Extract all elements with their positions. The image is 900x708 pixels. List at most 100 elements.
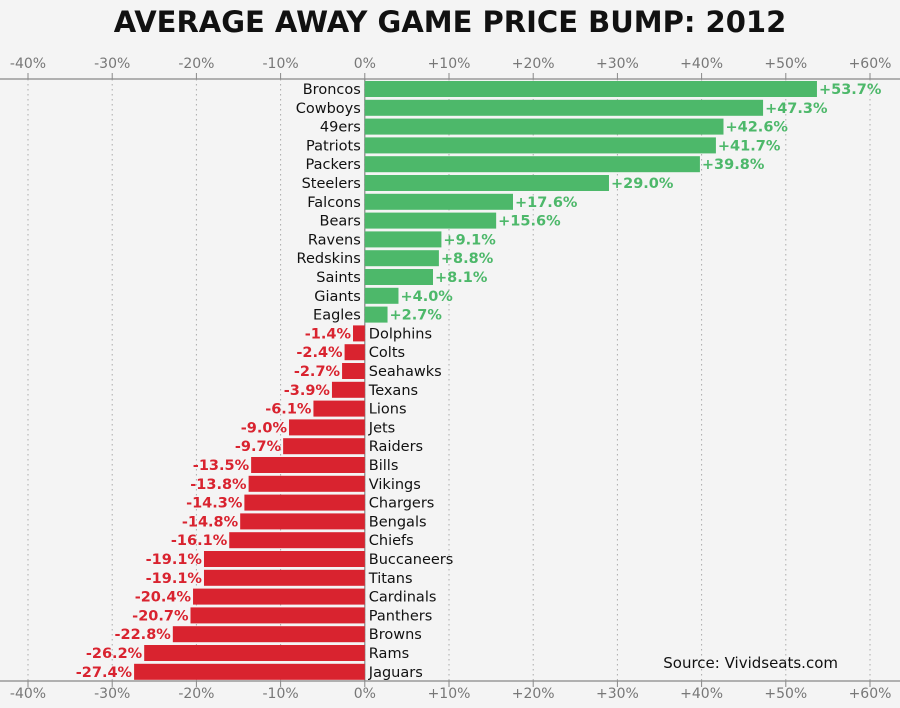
category-label: Redskins <box>297 251 361 267</box>
tick-label-top: -40% <box>10 56 46 72</box>
bar-redskins <box>364 250 439 267</box>
bar-buccaneers <box>203 551 365 567</box>
tick-label-top: +20% <box>512 56 555 72</box>
category-label: Chiefs <box>369 533 414 549</box>
bar-falcons <box>364 193 513 210</box>
bar-cowboys <box>364 99 764 116</box>
data-label: -6.1% <box>265 402 312 418</box>
data-label: +2.7% <box>390 308 443 324</box>
data-label: +41.7% <box>718 138 781 154</box>
data-label: -13.5% <box>193 458 250 474</box>
category-label: Ravens <box>308 232 361 248</box>
category-label: Patriots <box>306 138 361 154</box>
category-label: Texans <box>368 383 418 399</box>
category-label: Jets <box>368 420 395 436</box>
data-label: +4.0% <box>400 289 453 305</box>
bar-seahawks <box>342 363 365 379</box>
data-label: -16.1% <box>171 533 228 549</box>
category-label: Giants <box>314 289 361 305</box>
data-label: -9.7% <box>235 439 282 455</box>
data-label: +9.1% <box>443 232 496 248</box>
category-label: Rams <box>369 646 409 662</box>
category-label: Cowboys <box>296 101 361 117</box>
bar-chargers <box>244 494 365 511</box>
data-label: -26.2% <box>86 646 143 662</box>
data-label: -20.7% <box>132 608 189 624</box>
category-label: Chargers <box>369 496 435 512</box>
bar-giants <box>364 287 399 304</box>
tick-label-top: -20% <box>178 56 214 72</box>
bar-jets <box>289 419 365 436</box>
bar-browns <box>172 626 365 643</box>
tick-label-top: +60% <box>849 56 892 72</box>
data-label: +15.6% <box>498 214 561 230</box>
bar-bengals <box>240 513 365 530</box>
data-label: -22.8% <box>114 627 171 643</box>
bar-raiders <box>283 438 365 455</box>
data-label: +17.6% <box>515 195 578 211</box>
tick-label-bottom: +50% <box>764 686 807 702</box>
category-label: Titans <box>368 571 413 587</box>
labels: Broncos +53.7% Cowboys +47.3% 49ers +42.6% Pat… <box>76 82 882 681</box>
chart-title: AVERAGE AWAY GAME PRICE BUMP: 2012 <box>114 5 787 39</box>
category-label: Steelers <box>302 176 361 192</box>
tick-label-bottom: -20% <box>178 686 214 702</box>
bar-panthers <box>190 607 365 624</box>
tick-label-top: +10% <box>428 56 471 72</box>
bar-broncos <box>364 81 817 97</box>
data-label: -1.4% <box>305 326 352 342</box>
data-label: -2.4% <box>296 345 343 361</box>
data-label: -14.8% <box>182 514 239 530</box>
category-label: Bears <box>320 214 361 230</box>
category-label: Buccaneers <box>369 552 454 568</box>
category-label: Broncos <box>303 82 361 98</box>
bar-jaguars <box>134 663 365 680</box>
tick-label-bottom: -40% <box>10 686 46 702</box>
category-label: Eagles <box>313 308 361 324</box>
bar-lions <box>313 400 365 417</box>
tick-label-top: +50% <box>764 56 807 72</box>
tick-label-bottom: +30% <box>596 686 639 702</box>
category-label: Lions <box>369 402 407 418</box>
bar-texans <box>331 381 365 398</box>
data-label: -19.1% <box>146 571 203 587</box>
bar-vikings <box>248 475 365 492</box>
category-label: Seahawks <box>369 364 442 380</box>
bars <box>134 81 817 680</box>
data-label: +39.8% <box>702 157 765 173</box>
data-label: +47.3% <box>765 101 828 117</box>
bar-eagles <box>364 306 388 323</box>
bar-49ers <box>364 118 724 135</box>
bar-patriots <box>364 137 716 154</box>
category-label: Vikings <box>369 477 421 493</box>
data-label: +53.7% <box>819 82 882 98</box>
tick-label-top: 0% <box>354 56 376 72</box>
bar-rams <box>144 645 365 661</box>
data-label: -9.0% <box>241 420 288 436</box>
tick-label-top: -30% <box>94 56 130 72</box>
category-label: Bengals <box>369 514 427 530</box>
tick-label-bottom: -10% <box>263 686 299 702</box>
category-label: Saints <box>316 270 361 286</box>
category-label: Colts <box>369 345 405 361</box>
bar-dolphins <box>353 325 365 342</box>
category-label: Packers <box>306 157 361 173</box>
tick-label-bottom: 0% <box>354 686 376 702</box>
data-label: +42.6% <box>725 120 788 136</box>
data-label: -27.4% <box>76 665 133 681</box>
axes: -40% -40% -30% -30% -20% -20% -10% -10% 0% 0% +10%… <box>0 56 900 702</box>
category-label: Falcons <box>307 195 361 211</box>
tick-label-bottom: +10% <box>428 686 471 702</box>
category-label: Bills <box>369 458 399 474</box>
data-label: -2.7% <box>294 364 341 380</box>
bar-bears <box>364 212 497 229</box>
category-label: Cardinals <box>369 590 437 606</box>
bar-bills <box>251 457 365 473</box>
data-label: +8.8% <box>441 251 494 267</box>
category-label: Dolphins <box>369 326 432 342</box>
data-label: +29.0% <box>611 176 674 192</box>
tick-label-bottom: +20% <box>512 686 555 702</box>
tick-label-top: +30% <box>596 56 639 72</box>
category-label: Panthers <box>369 608 432 624</box>
